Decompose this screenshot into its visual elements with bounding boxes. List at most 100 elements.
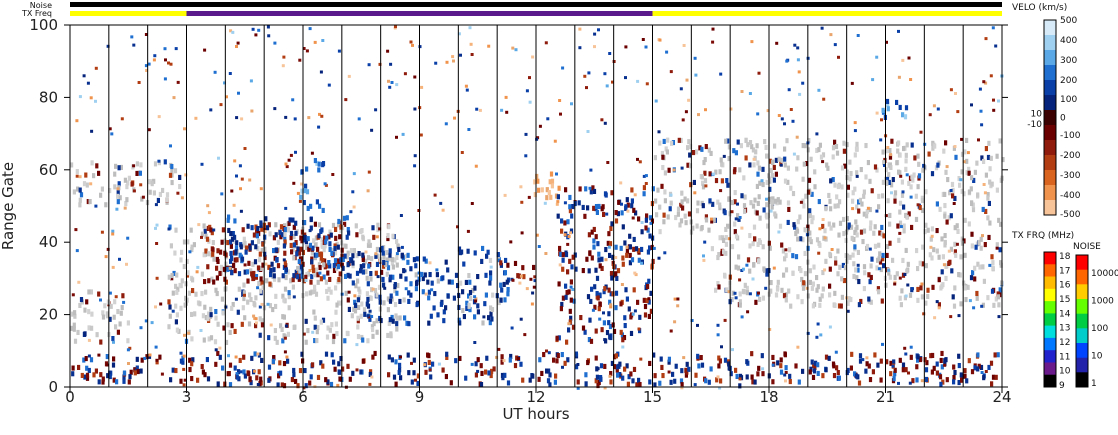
echo-cell (72, 326, 76, 332)
echo-cell (311, 264, 315, 270)
echo-speckle (716, 323, 720, 327)
echo-cell (935, 228, 939, 234)
echo-cell (666, 137, 670, 143)
echo-cell (892, 359, 896, 365)
echo-cell (756, 200, 760, 206)
echo-cell (297, 250, 301, 256)
echo-cell (567, 327, 571, 333)
echo-speckle (469, 42, 473, 46)
echo-cell (313, 284, 317, 290)
echo-speckle (904, 294, 908, 298)
echo-cell (748, 140, 753, 146)
echo-speckle (796, 345, 800, 349)
echo-cell (165, 197, 169, 203)
echo-cell (704, 144, 708, 150)
echo-cell (484, 369, 488, 375)
echo-cell (965, 137, 969, 143)
echo-speckle (273, 107, 277, 111)
echo-cell (229, 239, 233, 245)
echo-cell (849, 365, 853, 371)
echo-speckle (302, 332, 306, 336)
echo-speckle (470, 53, 474, 56)
echo-cell (120, 305, 124, 311)
echo-cell (135, 170, 139, 176)
echo-cell (553, 379, 557, 385)
echo-cell (903, 295, 907, 301)
echo-cell (701, 184, 706, 190)
echo-cell (444, 259, 448, 265)
echo-cell (241, 227, 245, 233)
echo-cell (375, 318, 379, 324)
echo-cell (976, 192, 980, 198)
echo-speckle (784, 248, 788, 252)
echo-speckle (603, 386, 607, 390)
echo-cell (765, 202, 769, 208)
echo-cell (999, 221, 1003, 227)
echo-cell (740, 193, 744, 199)
echo-cell (594, 234, 598, 240)
echo-cell (811, 215, 815, 221)
echo-cell (90, 160, 94, 166)
echo-cell (263, 255, 267, 261)
echo-cell (796, 236, 800, 242)
echo-cell (593, 304, 597, 310)
echo-cell (943, 233, 947, 239)
echo-cell (561, 252, 565, 258)
echo-speckle (833, 43, 837, 47)
echo-cell (265, 278, 269, 284)
echo-cell (945, 219, 949, 225)
echo-cell (879, 377, 883, 383)
echo-speckle (571, 288, 575, 291)
echo-cell (99, 339, 103, 345)
echo-cell (629, 371, 633, 377)
echo-cell (653, 373, 657, 379)
echo-cell (828, 266, 832, 272)
echo-cell (292, 242, 296, 248)
echo-speckle (132, 189, 136, 193)
echo-cell (736, 265, 741, 271)
echo-speckle (411, 43, 414, 47)
echo-cell (250, 240, 254, 246)
echo-cell (300, 229, 304, 235)
echo-cell (632, 236, 636, 242)
echo-speckle (750, 40, 754, 44)
echo-cell (299, 235, 303, 241)
echo-cell (598, 301, 602, 307)
echo-cell (242, 354, 246, 360)
echo-cell (291, 217, 295, 223)
echo-cell (821, 270, 825, 276)
echo-speckle (570, 102, 573, 106)
echo-cell (345, 254, 349, 260)
echo-speckle (992, 108, 996, 112)
y-tick-label: 40 (39, 233, 58, 251)
echo-cell (773, 198, 778, 204)
echo-cell (571, 324, 576, 330)
echo-cell (717, 363, 721, 369)
echo-cell (206, 264, 210, 270)
echo-cell (223, 250, 227, 256)
echo-cell (560, 301, 564, 307)
echo-cell (594, 378, 598, 384)
echo-cell (78, 197, 82, 203)
echo-cell (765, 179, 769, 185)
echo-cell (780, 157, 784, 163)
echo-cell (536, 178, 540, 184)
echo-cell (738, 299, 742, 305)
echo-cell (845, 169, 849, 175)
echo-cell (864, 143, 868, 149)
echo-cell (392, 374, 397, 380)
echo-cell (247, 260, 251, 266)
echo-cell (735, 373, 739, 379)
echo-cell (859, 298, 863, 304)
echo-speckle (694, 73, 698, 77)
echo-cell (251, 276, 255, 282)
echo-cell (286, 269, 290, 275)
echo-cell (178, 282, 182, 288)
echo-cell (684, 220, 688, 226)
echo-cell (979, 245, 983, 251)
echo-cell (282, 333, 286, 339)
echo-cell (768, 158, 772, 164)
echo-cell (712, 217, 716, 223)
echo-speckle (252, 314, 256, 318)
echo-cell (399, 375, 403, 381)
